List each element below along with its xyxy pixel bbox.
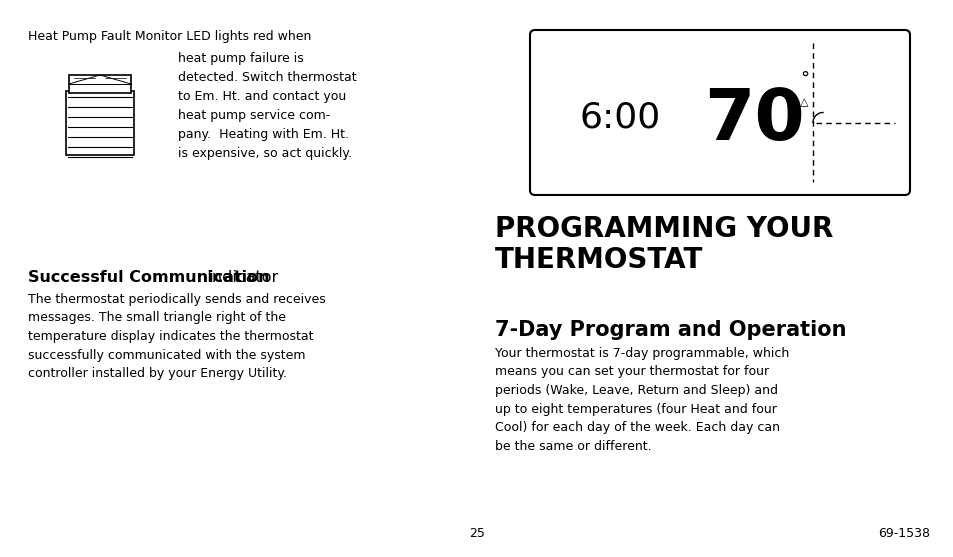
Text: heat pump service com-: heat pump service com- [178,109,330,122]
Text: Heat Pump Fault Monitor LED lights red when: Heat Pump Fault Monitor LED lights red w… [28,30,311,43]
Text: heat pump failure is: heat pump failure is [178,52,303,65]
FancyBboxPatch shape [530,30,909,195]
Text: Your thermostat is 7-day programmable, which
means you can set your thermostat f: Your thermostat is 7-day programmable, w… [495,347,788,452]
Text: 6:00: 6:00 [578,100,659,134]
Text: The thermostat periodically sends and receives
messages. The small triangle righ: The thermostat periodically sends and re… [28,293,325,380]
Text: 7-Day Program and Operation: 7-Day Program and Operation [495,320,845,340]
FancyBboxPatch shape [69,75,131,93]
Text: to Em. Ht. and contact you: to Em. Ht. and contact you [178,90,346,103]
Text: 25: 25 [469,527,484,540]
Text: △: △ [800,97,807,107]
Text: 69-1538: 69-1538 [877,527,929,540]
FancyBboxPatch shape [66,91,133,155]
Text: 70: 70 [704,86,804,155]
Text: °: ° [800,70,808,88]
Text: detected. Switch thermostat: detected. Switch thermostat [178,71,356,84]
Text: pany.  Heating with Em. Ht.: pany. Heating with Em. Ht. [178,128,349,141]
Text: is expensive, so act quickly.: is expensive, so act quickly. [178,147,352,160]
Text: PROGRAMMING YOUR
THERMOSTAT: PROGRAMMING YOUR THERMOSTAT [495,215,833,274]
Text: Indicator: Indicator [202,270,278,285]
Text: Successful Communication: Successful Communication [28,270,270,285]
